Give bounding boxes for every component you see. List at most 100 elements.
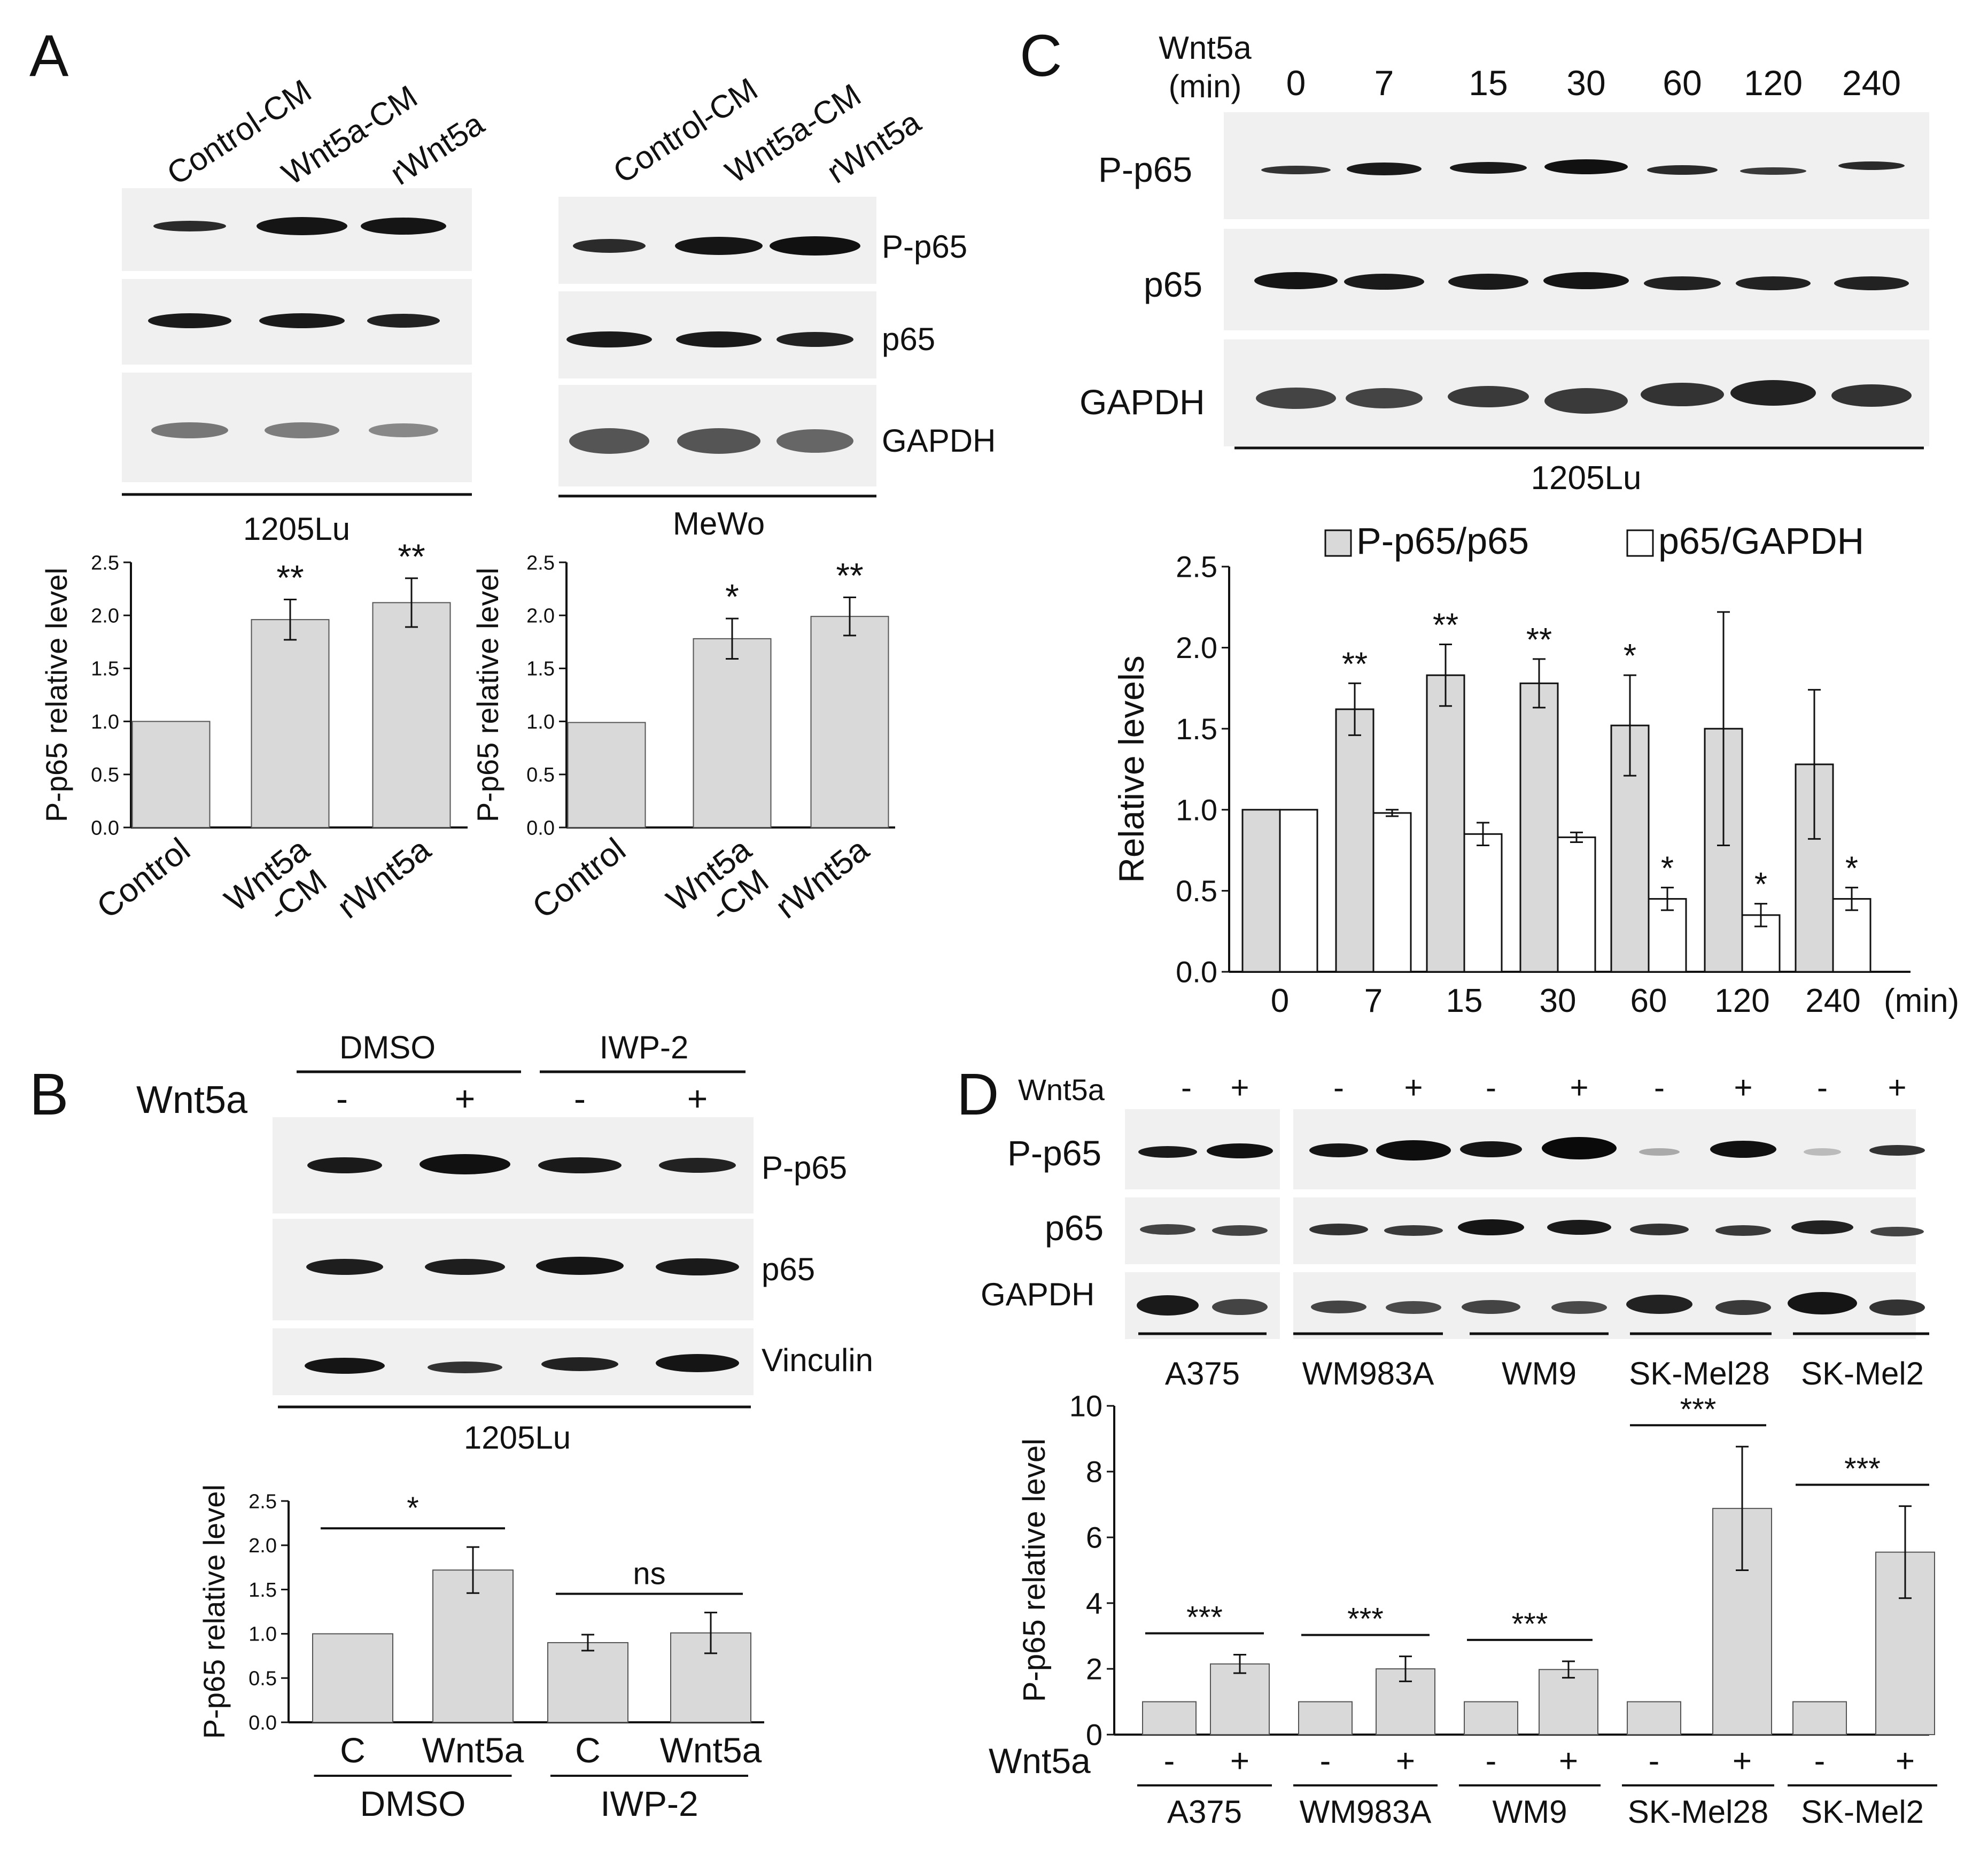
significance-mark: * <box>1624 638 1636 675</box>
d-cell-line: WM9 <box>1502 1356 1577 1391</box>
band <box>1838 161 1905 170</box>
band <box>566 331 652 347</box>
x-tick-label: + <box>1396 1743 1415 1780</box>
x-tick-label: 15 <box>1446 982 1483 1019</box>
bar <box>1792 1701 1847 1735</box>
band <box>1834 276 1909 290</box>
band <box>1376 1140 1451 1161</box>
x-tick-label: + <box>1230 1743 1249 1780</box>
band <box>1641 383 1724 406</box>
group-label: DMSO <box>360 1784 466 1823</box>
band <box>656 1258 739 1275</box>
band <box>1543 272 1629 289</box>
bar <box>1648 898 1687 973</box>
x-tick-label: C <box>340 1730 366 1770</box>
d-row-label-p-p65: P-p65 <box>1007 1133 1101 1173</box>
bar <box>1539 1669 1598 1735</box>
band <box>1207 1143 1273 1158</box>
y-tick-label: 0.0 <box>91 817 119 839</box>
category-title: Wnt5a <box>989 1741 1091 1781</box>
b-lane-sign: + <box>687 1079 708 1118</box>
band <box>1140 1224 1195 1235</box>
y-tick-label: 1.5 <box>526 658 555 680</box>
band <box>1384 1225 1443 1236</box>
band <box>1870 1227 1924 1236</box>
band <box>1626 1295 1692 1314</box>
band <box>1254 272 1338 289</box>
y-tick-label: 2.5 <box>526 552 555 574</box>
y-tick-label: 0.5 <box>1176 874 1217 908</box>
band <box>1450 162 1527 174</box>
band <box>677 428 760 454</box>
x-tick-label: Control <box>90 831 197 926</box>
c-row-label-gapdh: GAPDH <box>1080 382 1205 422</box>
d-lane-sign: - <box>1181 1070 1192 1105</box>
band <box>1630 1224 1689 1235</box>
x-tick-label: Control <box>526 831 633 926</box>
x-tick-label: Wnt5a-CM <box>218 831 338 947</box>
x-tick-label: - <box>1164 1743 1175 1780</box>
legend-label: p65/GAPDH <box>1658 520 1864 562</box>
c-time-label: 240 <box>1842 63 1901 103</box>
band <box>306 1259 383 1275</box>
band <box>428 1361 502 1373</box>
band <box>1311 1301 1366 1313</box>
band <box>420 1154 510 1174</box>
panel-letter-a: A <box>29 23 69 89</box>
significance-mark: ** <box>276 558 304 597</box>
x-tick-label: 120 <box>1714 982 1769 1019</box>
panel-d-blots: Wnt5a - + - + - + - + - + P-p65 p65 GAPD… <box>981 1070 1929 1391</box>
y-tick-label: 2 <box>1086 1652 1102 1686</box>
band <box>1462 1300 1520 1314</box>
band <box>1644 276 1721 290</box>
chart-a-mewo: 0.0 0.5 1.0 1.5 2.0 2.5 P-p65 relative level Co… <box>471 552 895 930</box>
band <box>1804 1148 1841 1156</box>
d-lane-sign: + <box>1734 1070 1752 1105</box>
panel-letter-b: B <box>29 1062 68 1127</box>
y-tick-label: 0.5 <box>526 764 555 786</box>
band <box>1460 1141 1522 1157</box>
band <box>675 237 763 255</box>
significance-mark: ** <box>398 537 425 576</box>
y-tick-label: 2.0 <box>91 605 119 628</box>
b-group-label: DMSO <box>339 1030 436 1065</box>
band <box>361 218 446 235</box>
band <box>1344 274 1424 290</box>
c-time-label: 120 <box>1744 63 1803 103</box>
band <box>367 314 440 328</box>
group-label: A375 <box>1167 1794 1242 1830</box>
y-tick-label: 0.5 <box>248 1668 277 1690</box>
band <box>1309 1143 1368 1157</box>
x-tick-label: - <box>1486 1743 1497 1780</box>
y-tick-label: 4 <box>1086 1587 1102 1620</box>
d-wnt5a-label: Wnt5a <box>1018 1073 1105 1107</box>
x-tick-label: 30 <box>1540 982 1577 1019</box>
panel-letter-c: C <box>1020 23 1062 89</box>
c-time-label: 7 <box>1374 63 1394 103</box>
d-cell-line: WM983A <box>1302 1356 1434 1391</box>
d-lane-sign: - <box>1654 1070 1665 1105</box>
bar <box>810 616 889 828</box>
bar <box>1210 1663 1270 1735</box>
a-row-label-p-p65: P-p65 <box>882 229 967 265</box>
band <box>425 1259 505 1275</box>
band <box>307 1157 382 1173</box>
x-tick-label: + <box>1896 1743 1915 1780</box>
band <box>776 332 853 347</box>
significance-mark: ** <box>1342 646 1368 683</box>
chart-b: 0.0 0.5 1.0 1.5 2.0 2.5 P-p65 relative level C W… <box>197 1484 764 1823</box>
significance-mark: * <box>1754 867 1767 903</box>
band <box>659 1158 736 1173</box>
b-lane-sign: - <box>336 1079 348 1118</box>
band <box>305 1358 385 1374</box>
band <box>1212 1225 1268 1236</box>
x-tick-label: rWnt5a <box>769 831 876 926</box>
bar <box>372 602 451 828</box>
band <box>1740 167 1806 175</box>
band <box>1261 166 1331 174</box>
band <box>1212 1299 1268 1315</box>
b-cell-line: 1205Lu <box>464 1420 571 1456</box>
bar <box>131 721 211 828</box>
a-left-cell-line: 1205Lu <box>243 511 350 547</box>
bar <box>1241 809 1281 973</box>
